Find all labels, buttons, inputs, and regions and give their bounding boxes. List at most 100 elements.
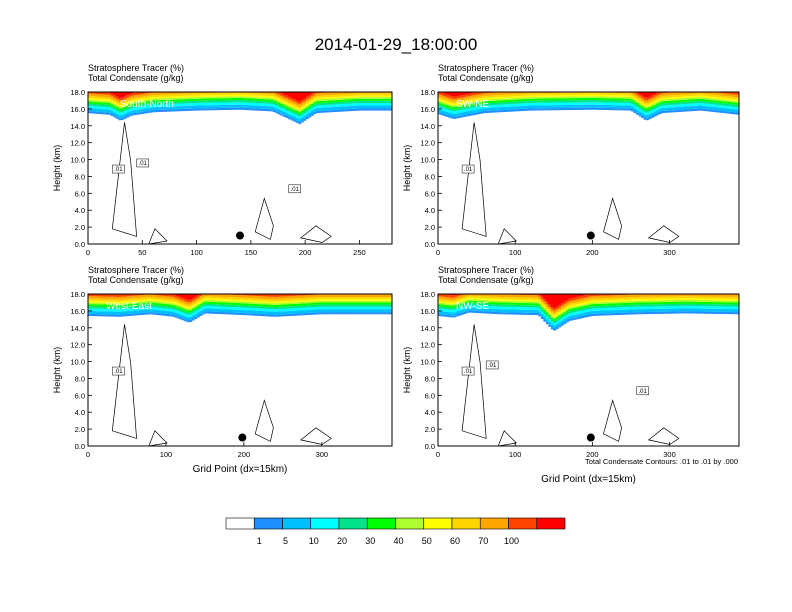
tracer-cell: [528, 294, 532, 296]
tracer-cell: [113, 294, 117, 297]
tracer-cell: [711, 302, 715, 305]
tracer-cell: [348, 93, 352, 96]
tracer-cell: [726, 306, 730, 310]
tracer-cell: [100, 102, 104, 105]
tracer-cell: [305, 101, 309, 104]
tracer-cell: [326, 294, 330, 297]
tracer-cell: [303, 107, 307, 109]
tracer-cell: [558, 304, 562, 308]
tracer-cell: [333, 294, 337, 297]
tracer-cell: [668, 110, 672, 113]
tracer-cell: [668, 107, 672, 111]
tracer-cell: [356, 309, 360, 313]
tracer-cell: [158, 94, 162, 97]
tracer-cell: [721, 95, 725, 98]
tracer-cell: [688, 301, 692, 304]
tracer-cell: [174, 297, 178, 301]
tracer-cell: [628, 92, 632, 94]
tracer-cell: [661, 105, 665, 109]
tracer-cell: [212, 98, 216, 101]
tracer-cell: [606, 307, 609, 311]
tracer-cell: [505, 104, 509, 107]
tracer-cell: [295, 308, 299, 311]
tracer-cell: [285, 306, 289, 309]
tracer-cell: [473, 305, 477, 308]
tracer-cell: [563, 314, 567, 317]
tracer-cell: [209, 105, 213, 109]
tracer-cell: [169, 109, 172, 112]
tracer-cell: [90, 296, 94, 299]
tracer-cell: [131, 92, 134, 94]
tracer-cell: [126, 102, 129, 105]
tracer-cell: [623, 100, 627, 103]
tracer-cell: [523, 312, 527, 315]
tracer-cell: [176, 97, 180, 100]
tracer-cell: [222, 300, 226, 303]
tracer-cell: [338, 96, 342, 99]
tracer-cell: [701, 97, 705, 99]
tracer-cell: [252, 313, 256, 316]
tracer-cell: [217, 94, 221, 97]
tracer-cell: [179, 103, 183, 107]
tracer-cell: [673, 107, 677, 111]
tracer-cell: [706, 308, 710, 312]
tracer-cell: [538, 308, 542, 312]
tracer-cell: [475, 101, 479, 103]
tracer-cell: [485, 298, 489, 301]
tracer-cell: [515, 96, 519, 98]
tracer-cell: [550, 312, 554, 315]
tracer-cell: [736, 107, 739, 110]
tracer-cell: [321, 306, 324, 310]
tracer-cell: [374, 95, 378, 98]
tracer-cell: [343, 94, 347, 97]
tracer-cell: [458, 300, 461, 303]
tracer-cell: [267, 301, 271, 303]
tracer-cell: [553, 105, 557, 109]
tracer-cell: [326, 98, 330, 101]
tracer-cell: [438, 97, 441, 100]
tracer-cell: [711, 106, 715, 110]
tracer-cell: [169, 99, 172, 102]
tracer-cell: [520, 95, 524, 98]
tracer-cell: [646, 300, 650, 303]
tracer-cell: [580, 313, 584, 317]
tracer-cell: [189, 105, 193, 109]
tracer-cell: [95, 308, 99, 312]
tracer-cell: [570, 312, 574, 316]
tracer-cell: [179, 302, 183, 305]
tracer-cell: [515, 304, 519, 308]
tracer-cell: [458, 98, 461, 101]
tracer-cell: [321, 312, 324, 315]
tracer-cell: [523, 97, 527, 100]
tracer-cell: [179, 96, 183, 98]
tracer-cell: [666, 298, 670, 301]
tracer-cell: [460, 105, 464, 108]
tracer-cell: [568, 298, 572, 302]
tracer-cell: [359, 309, 362, 313]
tracer-cell: [328, 299, 332, 301]
tracer-cell: [515, 301, 519, 303]
tracer-cell: [131, 294, 134, 296]
tracer-cell: [445, 294, 449, 298]
tracer-cell: [143, 304, 147, 308]
tracer-cell: [460, 303, 464, 306]
tracer-cell: [105, 99, 109, 102]
tracer-cell: [626, 92, 630, 94]
tracer-cell: [153, 94, 157, 97]
tracer-cell: [658, 94, 662, 97]
tracer-cell: [285, 108, 289, 111]
tracer-cell: [310, 302, 314, 306]
tracer-cell: [478, 295, 482, 298]
tracer-cell: [113, 314, 117, 317]
tracer-cell: [240, 100, 243, 103]
tracer-cell: [613, 102, 617, 106]
tracer-cell: [118, 303, 122, 305]
tracer-cell: [222, 107, 226, 111]
tracer-cell: [653, 104, 657, 107]
tracer-cell: [518, 304, 522, 308]
tracer-cell: [485, 305, 489, 309]
tracer-cell: [343, 97, 347, 100]
tracer-cell: [523, 103, 527, 106]
tracer-cell: [252, 303, 256, 306]
tracer-cell: [473, 109, 477, 113]
